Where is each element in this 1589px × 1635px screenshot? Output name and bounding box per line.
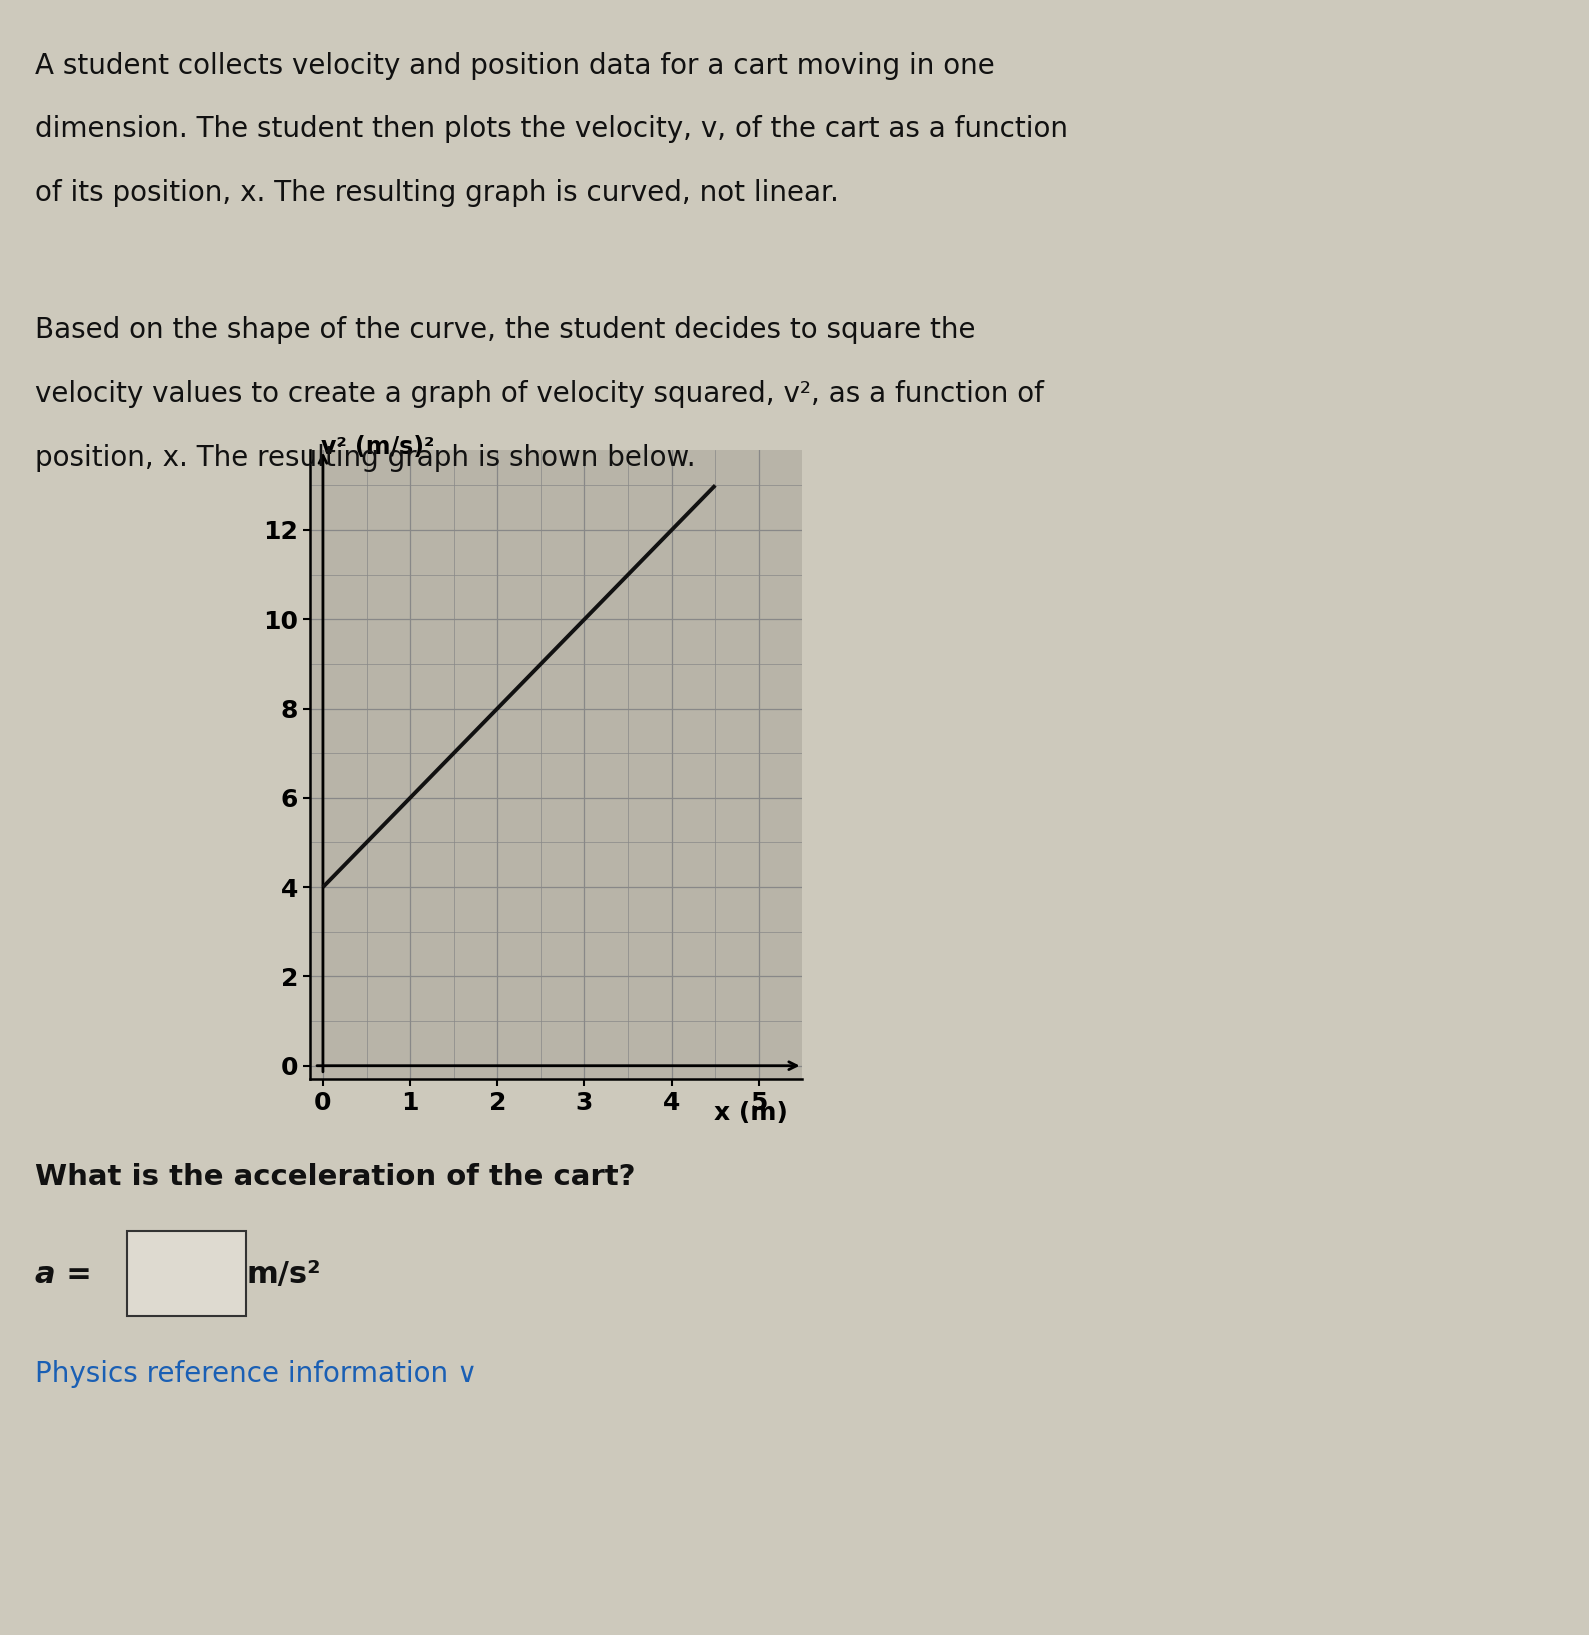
- Text: dimension. The student then plots the velocity, v, of the cart as a function: dimension. The student then plots the ve…: [35, 116, 1068, 144]
- Text: x (m): x (m): [713, 1102, 788, 1125]
- Text: Based on the shape of the curve, the student decides to square the: Based on the shape of the curve, the stu…: [35, 317, 976, 345]
- Text: position, x. The resulting graph is shown below.: position, x. The resulting graph is show…: [35, 445, 696, 473]
- Text: Physics reference information ∨: Physics reference information ∨: [35, 1360, 477, 1388]
- Text: What is the acceleration of the cart?: What is the acceleration of the cart?: [35, 1164, 636, 1192]
- Text: velocity values to create a graph of velocity squared, v², as a function of: velocity values to create a graph of vel…: [35, 381, 1044, 409]
- Text: of its position, x. The resulting graph is curved, not linear.: of its position, x. The resulting graph …: [35, 180, 839, 208]
- Text: A student collects velocity and position data for a cart moving in one: A student collects velocity and position…: [35, 52, 995, 80]
- Text: v² (m/s)²: v² (m/s)²: [321, 435, 434, 458]
- FancyBboxPatch shape: [127, 1231, 246, 1316]
- Text: m/s²: m/s²: [246, 1261, 321, 1290]
- Text: a =: a =: [35, 1261, 92, 1290]
